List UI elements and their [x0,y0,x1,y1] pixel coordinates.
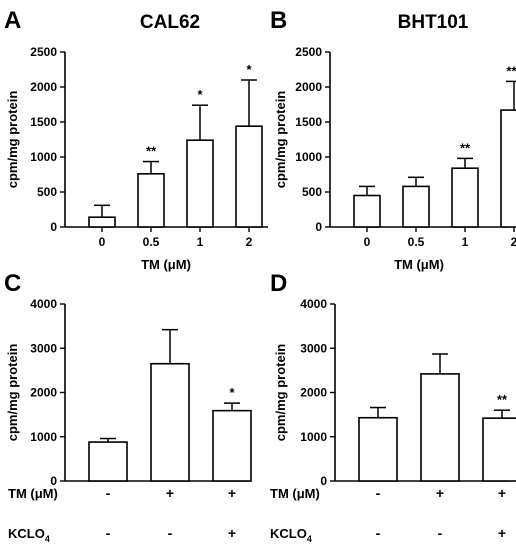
x-tick-label: 0.5 [408,235,425,249]
y-tick-label: 1000 [30,430,57,444]
factor-row-label: KCLO4 [270,526,312,544]
significance-marker: * [246,62,252,77]
factor-mark: + [498,485,506,501]
factor-mark: - [106,485,111,501]
y-tick-label: 3000 [30,341,57,355]
x-tick-label: 0 [364,235,371,249]
bar [150,362,190,482]
chart-title: BHT101 [398,12,469,33]
factor-mark: - [438,525,443,541]
panel-letter: C [4,270,21,297]
y-axis-label: cpm/mg protein [273,91,288,189]
bar [186,139,214,228]
significance-marker: * [197,87,203,102]
x-tick-label: 1 [462,235,469,249]
y-tick-label: 2000 [300,386,327,400]
significance-marker: *** [506,63,516,78]
y-tick-label: 500 [302,185,322,199]
factor-mark: + [166,485,174,501]
y-tick-label: 0 [315,220,322,234]
y-tick-label: 4000 [30,297,57,311]
factor-mark: + [228,525,236,541]
factor-mark: + [228,485,236,501]
y-tick-label: 1500 [295,115,322,129]
y-tick-label: 3000 [300,341,327,355]
bar [88,441,128,482]
bar [353,194,381,228]
y-tick-label: 1500 [30,115,57,129]
bar [500,109,516,228]
y-tick-label: 4000 [300,297,327,311]
x-axis-label: TM (μM) [141,257,191,272]
y-tick-label: 1000 [295,150,322,164]
chart-title: CAL62 [140,12,200,33]
factor-row-label-subscript: 4 [45,534,50,544]
y-tick-label: 2500 [295,45,322,59]
bar [88,216,116,228]
bar [482,417,516,482]
chart-panel-b: B BHT101 cpm/mg protein 0 500 1000 1500 2000 250… [270,7,516,272]
y-tick-label: 0 [50,474,57,488]
bar [451,167,479,228]
y-axis-label: cpm/mg protein [5,91,20,189]
y-axis-label: cpm/mg protein [273,344,288,442]
factor-row-label: KCLO4 [8,526,50,544]
x-tick-label: 0.5 [143,235,160,249]
factor-mark: - [106,525,111,541]
significance-marker: ** [460,140,471,155]
y-axis-label: cpm/mg protein [5,344,20,442]
panel-letter: D [270,270,287,297]
x-tick-label: 1 [197,235,204,249]
factor-mark: + [436,485,444,501]
factor-row-label: TM (μM) [8,486,58,501]
y-tick-label: 0 [320,474,327,488]
y-tick-label: 2000 [30,80,57,94]
factor-mark: - [376,525,381,541]
factor-mark: + [498,525,506,541]
x-tick-label: 0 [99,235,106,249]
factor-row-label: TM (μM) [270,486,320,501]
panel-letter: A [4,7,21,34]
y-tick-label: 1000 [30,150,57,164]
significance-marker: ** [497,392,508,407]
bar [358,416,398,482]
y-tick-label: 0 [50,220,57,234]
bar [212,409,252,482]
y-tick-label: 2500 [30,45,57,59]
bar [402,185,430,228]
panel-letter: B [270,7,287,34]
significance-marker: * [229,385,235,400]
factor-mark: - [168,525,173,541]
x-axis-label: TM (μM) [394,257,444,272]
x-tick-label: 2 [511,235,516,249]
bar [235,125,263,228]
chart-panel-a: A CAL62 cpm/mg protein 0 500 1000 1500 2000 2500… [4,7,268,272]
x-tick-label: 2 [246,235,253,249]
factor-mark: - [376,485,381,501]
significance-marker: ** [146,144,157,159]
factor-row-label-subscript: 4 [307,534,312,544]
y-tick-label: 2000 [30,386,57,400]
y-tick-label: 1000 [300,430,327,444]
y-tick-label: 500 [37,185,57,199]
bar [137,173,165,228]
y-tick-label: 2000 [295,80,322,94]
bar [420,373,460,482]
